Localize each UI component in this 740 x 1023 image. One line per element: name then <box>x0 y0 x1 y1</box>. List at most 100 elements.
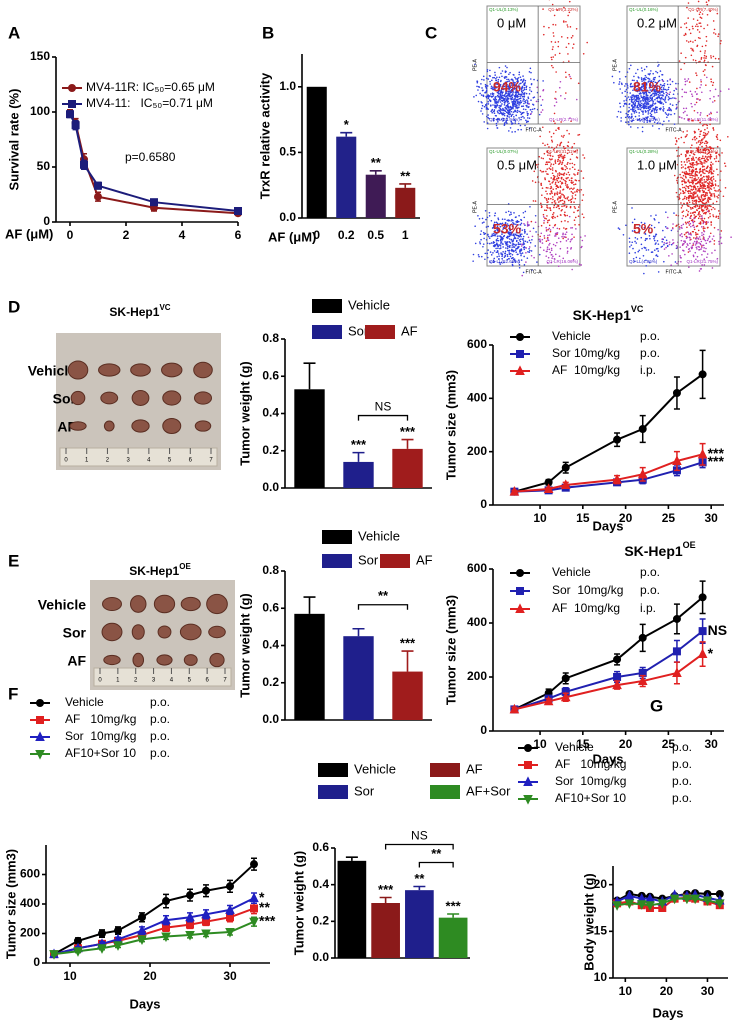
flow-dot <box>568 60 570 62</box>
flow-dot <box>510 110 513 113</box>
y-tick-label: 400 <box>467 615 487 629</box>
flow-dot <box>655 254 657 257</box>
flow-dot <box>501 255 503 258</box>
bar <box>365 174 386 218</box>
flow-dot <box>625 112 628 115</box>
flow-dot <box>634 236 637 239</box>
flow-dot <box>719 179 721 181</box>
flow-dot <box>481 107 483 110</box>
flow-dot <box>562 257 565 260</box>
flow-dot <box>491 92 494 95</box>
marker <box>636 900 647 910</box>
flow-dot <box>519 227 522 230</box>
flow-dot <box>656 87 659 90</box>
flow-dot <box>708 189 711 191</box>
flow-dot <box>550 177 553 179</box>
flow-dot <box>688 172 691 175</box>
flow-dot <box>702 172 705 174</box>
flow-dot <box>643 104 646 106</box>
marker <box>613 673 622 681</box>
flow-dot <box>673 174 676 177</box>
legend-label: Vehicle <box>552 329 591 343</box>
tumor <box>193 391 213 405</box>
flow-dot <box>504 65 507 67</box>
flow-dot <box>498 255 500 257</box>
flow-dot <box>678 100 680 103</box>
marker <box>682 894 692 905</box>
flow-dot <box>702 175 705 178</box>
flow-dot <box>689 174 691 177</box>
flow-dot <box>530 99 532 101</box>
flow-dot <box>639 257 641 260</box>
flow-dot <box>697 146 700 149</box>
flow-dot <box>514 105 516 108</box>
flow-dot <box>551 257 553 259</box>
flow-dot <box>500 241 503 243</box>
flow-dot <box>523 216 526 219</box>
flow-dot <box>494 229 496 232</box>
flow-dot <box>512 89 514 92</box>
flow-dot <box>704 197 707 200</box>
flow-dot <box>698 198 701 200</box>
flow-dot <box>516 79 519 82</box>
flow-dot <box>649 112 652 115</box>
legend-marker <box>524 744 532 752</box>
flow-dot <box>697 237 700 240</box>
flow-dot <box>525 247 528 249</box>
flow-dot <box>520 78 523 81</box>
flow-dot <box>653 117 656 120</box>
flow-dot <box>508 130 510 132</box>
flow-dot <box>634 86 636 89</box>
flow-dot <box>643 68 646 71</box>
flow-dot <box>508 80 511 82</box>
flow-dot <box>562 157 565 160</box>
flow-dot <box>507 93 510 96</box>
flow-dot <box>689 151 692 153</box>
flow-dot <box>517 224 519 226</box>
marker <box>543 695 554 706</box>
flow-dot <box>516 109 519 112</box>
flow-dot <box>699 112 702 114</box>
legend-label: AF <box>416 552 433 567</box>
flow-dot <box>540 182 543 185</box>
flow-dot <box>642 78 645 80</box>
flow-dot <box>654 118 657 121</box>
flow-dot <box>706 153 709 155</box>
flow-dot <box>570 177 573 179</box>
flow-dot <box>480 101 482 103</box>
marker <box>638 633 647 642</box>
flow-dot <box>582 177 585 179</box>
row-label: Sor <box>63 625 87 641</box>
flow-dot <box>622 105 625 107</box>
flow-dot <box>689 32 692 35</box>
flow-dot <box>703 27 705 30</box>
flow-dot <box>502 251 504 253</box>
flow-dot <box>645 116 647 119</box>
flow-dot <box>691 163 694 166</box>
marker <box>249 917 259 928</box>
flow-dot <box>656 122 659 125</box>
flow-dot <box>552 46 554 48</box>
flow-dot <box>669 103 672 105</box>
flow-dot <box>648 226 650 229</box>
flow-dot <box>712 163 714 165</box>
flow-dot <box>515 78 517 80</box>
flow-dot <box>698 139 700 142</box>
flow-dot <box>712 214 714 216</box>
flow-dot <box>633 218 636 221</box>
flow-dot <box>636 81 639 84</box>
flow-dot <box>500 91 502 94</box>
flow-dot <box>698 99 701 101</box>
flow-dot <box>550 56 553 59</box>
flow-dot <box>565 46 568 49</box>
flow-dot <box>635 242 638 244</box>
flow-dot <box>699 114 702 116</box>
flow-dot <box>530 90 533 93</box>
tumor <box>180 596 201 612</box>
flow-dot <box>642 254 645 257</box>
flow-dot <box>523 228 526 231</box>
marker <box>138 913 146 922</box>
flow-dot <box>685 189 687 192</box>
flow-dot <box>698 31 701 33</box>
